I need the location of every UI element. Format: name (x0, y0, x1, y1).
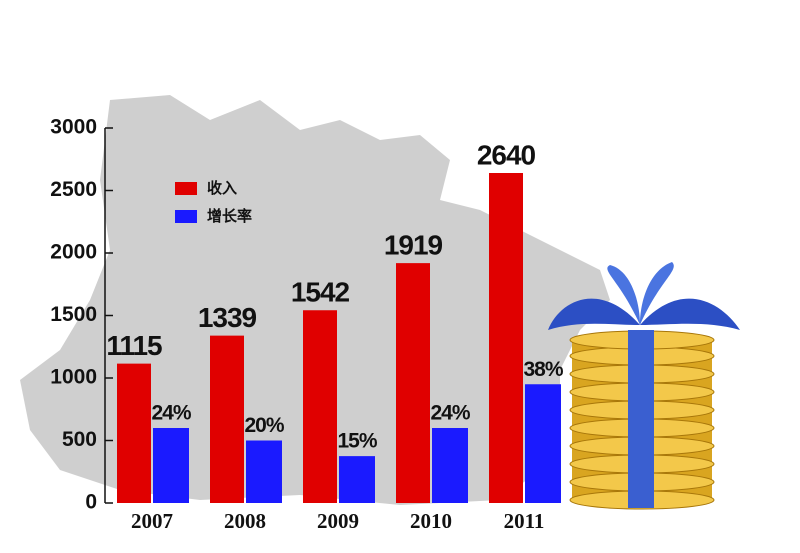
bar (339, 456, 375, 503)
coin-stack (548, 262, 740, 510)
legend-swatch (175, 182, 197, 195)
x-tick-label: 2011 (504, 509, 545, 533)
x-tick-label: 2008 (224, 509, 266, 533)
value-label: 2640 (477, 139, 536, 170)
y-tick-label: 2000 (50, 241, 97, 264)
legend-swatch (175, 210, 197, 223)
value-label: 1339 (198, 302, 257, 333)
bar (246, 440, 282, 503)
bar (153, 428, 189, 503)
legend-label: 增长率 (207, 207, 252, 225)
y-tick-label: 0 (85, 491, 97, 514)
value-label: 38% (523, 358, 563, 381)
bar (432, 428, 468, 503)
bar (210, 335, 244, 503)
y-tick-label: 3000 (50, 116, 97, 139)
bar (396, 263, 430, 503)
bar (489, 173, 523, 503)
y-tick-label: 1000 (50, 366, 97, 389)
x-tick-label: 2010 (410, 509, 452, 533)
bar (303, 310, 337, 503)
map-background (20, 95, 610, 505)
y-tick-label: 2500 (50, 178, 97, 201)
y-tick-label: 1500 (50, 303, 97, 326)
x-tick-label: 2009 (317, 509, 359, 533)
y-tick-label: 500 (62, 428, 97, 451)
value-label: 1115 (106, 330, 162, 361)
value-label: 24% (151, 402, 191, 425)
value-label: 24% (430, 402, 470, 425)
value-label: 15% (337, 430, 377, 453)
value-label: 1919 (384, 230, 443, 261)
value-label: 20% (244, 414, 284, 437)
bar (117, 363, 151, 503)
x-tick-label: 2007 (131, 509, 173, 533)
bar (525, 384, 561, 503)
legend-label: 收入 (207, 179, 237, 197)
value-label: 1542 (291, 277, 350, 308)
